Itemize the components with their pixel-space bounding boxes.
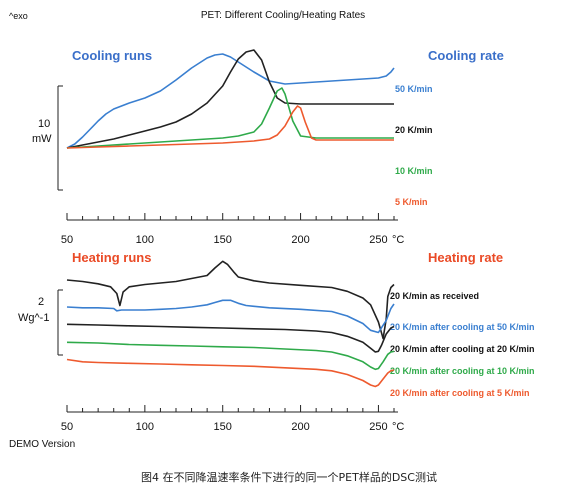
top-x-tick-label: 200 [291,234,309,246]
bottom-series-line-3 [66,323,395,353]
top-series-line-4 [66,105,394,149]
demo-version-label: DEMO Version [9,439,76,450]
bottom-series-line-4 [66,341,395,371]
bottom-series-label-3: 20 K/min after cooling at 20 K/min [390,344,535,354]
top-series-label-2: 20 K/min [395,125,433,135]
exo-direction-label: ^exo [9,11,28,21]
bottom-series-label-1: 20 K/min as received [390,291,479,301]
top-series-label-4: 5 K/min [395,197,428,207]
top-x-tick-label: 50 [61,234,73,246]
bottom-series-line-1 [66,260,395,340]
bottom-heading-right: Heating rate [428,250,503,265]
bottom-heading-left: Heating runs [72,250,151,265]
bottom-scale-unit: Wg^-1 [18,312,49,324]
top-series-label-1: 50 K/min [395,84,433,94]
top-scale-value: 10 [38,118,50,130]
dsc-plot-area: Cooling runs Cooling rate 10 mW 50 100 150 200 2… [18,48,535,433]
top-series-line-3 [66,87,394,149]
bottom-x-tick-label: 250 [369,421,387,433]
top-x-unit: °C [392,234,404,246]
top-x-tick-label: 250 [369,234,387,246]
top-series-label-3: 10 K/min [395,166,433,176]
top-heading-right: Cooling rate [428,48,504,63]
chart-title: PET: Different Cooling/Heating Rates [200,10,366,21]
bottom-series-label-5: 20 K/min after cooling at 5 K/min [390,388,530,398]
top-series-line-1 [66,53,395,149]
bottom-x-tick-label: 50 [61,421,73,433]
bottom-x-tick-label: 100 [136,421,154,433]
chart-title-bar: ^exo PET: Different Cooling/Heating Rate… [0,0,566,26]
bottom-x-tick-label: 200 [291,421,309,433]
bottom-series-label-2: 20 K/min after cooling at 50 K/min [390,322,535,332]
top-x-tick-label: 100 [136,234,154,246]
top-scale-unit: mW [32,133,52,145]
figure-caption: 图4 在不同降温速率条件下进行的同一个PET样品的DSC测试 [141,471,437,484]
dsc-chart-window: ^exo PET: Different Cooling/Heating Rate… [0,0,566,450]
bottom-x-unit: °C [392,421,404,433]
bottom-series-label-4: 20 K/min after cooling at 10 K/min [390,366,535,376]
bottom-x-tick-label: 150 [214,421,232,433]
top-heading-left: Cooling runs [72,48,152,63]
top-x-tick-label: 150 [214,234,232,246]
bottom-scale-value: 2 [38,296,44,308]
bottom-series-line-2 [66,299,395,334]
top-series-line-2 [66,49,394,149]
bottom-series-line-5 [66,358,395,388]
